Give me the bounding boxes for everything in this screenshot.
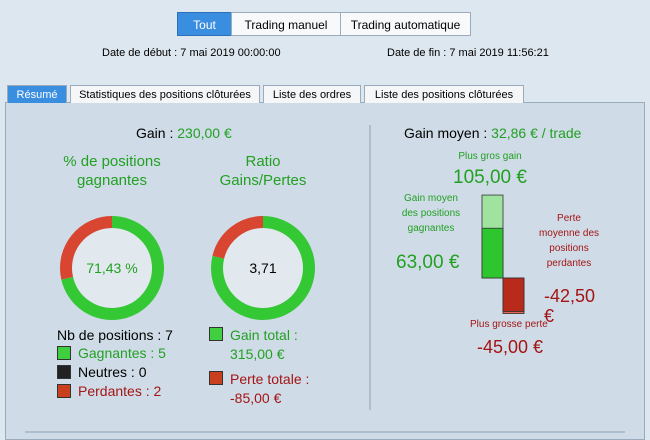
avg-gain-label: Gain moyen des positions gagnantes bbox=[401, 193, 461, 234]
average-gain: Gain moyen : 32,86 € / trade bbox=[404, 125, 581, 141]
tab[interactable]: Liste des ordres bbox=[263, 85, 361, 103]
win-ratio-title: % de positions gagnantes bbox=[63, 153, 161, 189]
best-gain-label: Plus gros gain bbox=[458, 151, 522, 162]
average-gain-label: Gain moyen : bbox=[404, 125, 488, 141]
average-gain-value: 32,86 € / trade bbox=[491, 125, 582, 141]
loss-arc bbox=[212, 216, 264, 259]
gain-arc bbox=[61, 216, 164, 320]
tab[interactable]: Statistiques des positions clôturées bbox=[70, 85, 260, 103]
worst-loss-label: Plus grosse perte bbox=[470, 319, 548, 330]
win-ratio-value: 71,43 % bbox=[86, 260, 138, 276]
filter-button[interactable]: Tout bbox=[177, 12, 232, 36]
avg-loss-value: -42,50 € bbox=[544, 286, 596, 326]
swatch bbox=[209, 371, 223, 385]
start-date: Date de début : 7 mai 2019 00:00:00 bbox=[102, 47, 281, 59]
gain-total-value: 315,00 € bbox=[230, 346, 285, 362]
avg-gain-value: 63,00 € bbox=[396, 252, 460, 273]
swatch bbox=[209, 327, 223, 341]
gain-total-label: Gain total : bbox=[230, 327, 298, 343]
positions-total: Nb de positions : 7 bbox=[57, 327, 173, 343]
best-gain-value: 105,00 € bbox=[453, 167, 527, 188]
winners: Gagnantes : 5 bbox=[78, 345, 166, 361]
loss-total-label: Perte totale : bbox=[230, 371, 310, 387]
gain-value: 230,00 € bbox=[177, 125, 232, 141]
donut-center bbox=[72, 228, 152, 308]
losers: Perdantes : 2 bbox=[78, 383, 162, 399]
swatch bbox=[57, 346, 71, 360]
gain-arc bbox=[211, 216, 315, 320]
avg-loss-bar bbox=[502, 277, 525, 312]
ratio-title: Ratio Gains/Pertes bbox=[219, 153, 307, 189]
end-date: Date de fin : 7 mai 2019 11:56:21 bbox=[387, 47, 549, 59]
loss-total-value: -85,00 € bbox=[230, 390, 282, 406]
loss-arc bbox=[60, 216, 113, 280]
ratio-value: 3,71 bbox=[249, 260, 277, 276]
worst-loss-value: -45,00 € bbox=[477, 337, 544, 357]
avg-loss-label: Perte moyenne des positions perdantes bbox=[538, 213, 600, 269]
tab[interactable]: Résumé bbox=[7, 85, 67, 103]
avg-gain-bar bbox=[481, 227, 504, 279]
filter-button[interactable]: Trading automatique bbox=[340, 12, 471, 36]
swatch bbox=[57, 384, 71, 398]
filter-button[interactable]: Trading manuel bbox=[231, 12, 341, 36]
swatch bbox=[57, 365, 71, 379]
gain-total: Gain total : 315,00 € bbox=[230, 326, 298, 364]
tab[interactable]: Liste des positions clôturées bbox=[364, 85, 524, 103]
neutral: Neutres : 0 bbox=[78, 364, 147, 380]
gain-label: Gain : bbox=[136, 125, 174, 141]
donut-center bbox=[223, 228, 303, 308]
loss-total: Perte totale : -85,00 € bbox=[230, 370, 309, 408]
gain: Gain : 230,00 € bbox=[136, 125, 232, 141]
